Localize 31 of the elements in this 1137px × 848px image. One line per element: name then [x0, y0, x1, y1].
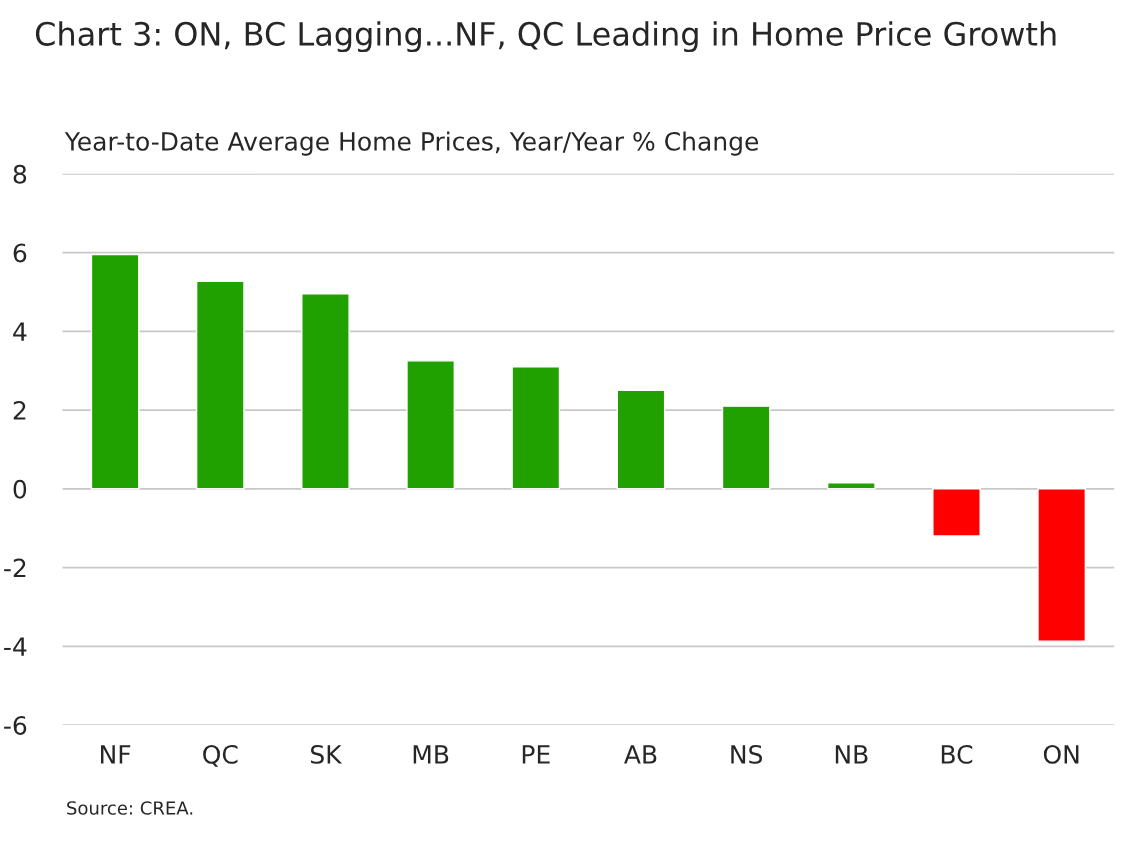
x-tick-label: MB — [413, 745, 449, 764]
x-tick-label: NF — [101, 745, 131, 764]
x-tick-label: NS — [731, 744, 763, 764]
y-tick-label: 6 — [13, 243, 27, 263]
x-tick-label: ON — [1043, 744, 1079, 764]
y-tick-label: -4 — [4, 637, 27, 656]
chart-title: Chart 3: ON, BC Lagging...NF, QC Leading in Home Price Growth — [35, 21, 1056, 53]
bar — [406, 360, 455, 490]
bar — [721, 405, 771, 490]
bar — [616, 389, 666, 490]
bar — [826, 482, 876, 490]
y-tick-label: 2 — [13, 401, 26, 420]
y-tick-label: 8 — [13, 164, 27, 184]
bar — [1037, 488, 1087, 642]
x-tick-label: SK — [310, 744, 343, 764]
bar — [932, 488, 981, 537]
y-tick-label: 4 — [13, 322, 27, 341]
bar — [195, 280, 245, 490]
y-tick-label: -2 — [4, 558, 26, 578]
x-tick-label: QC — [203, 744, 238, 767]
bar — [90, 253, 140, 490]
x-tick-label: AB — [624, 745, 657, 764]
y-tick-label: -6 — [4, 715, 27, 735]
x-tick-label: BC — [941, 744, 973, 764]
bar — [511, 366, 561, 490]
y-tick-label: 0 — [13, 479, 27, 499]
bar — [301, 293, 350, 490]
x-tick-label: NB — [835, 745, 868, 764]
chart-subtitle: Year-to-Date Average Home Prices, Year/Year % Change — [64, 131, 759, 156]
source-note: Source: CREA. — [67, 801, 193, 815]
x-tick-label: PE — [522, 745, 550, 764]
